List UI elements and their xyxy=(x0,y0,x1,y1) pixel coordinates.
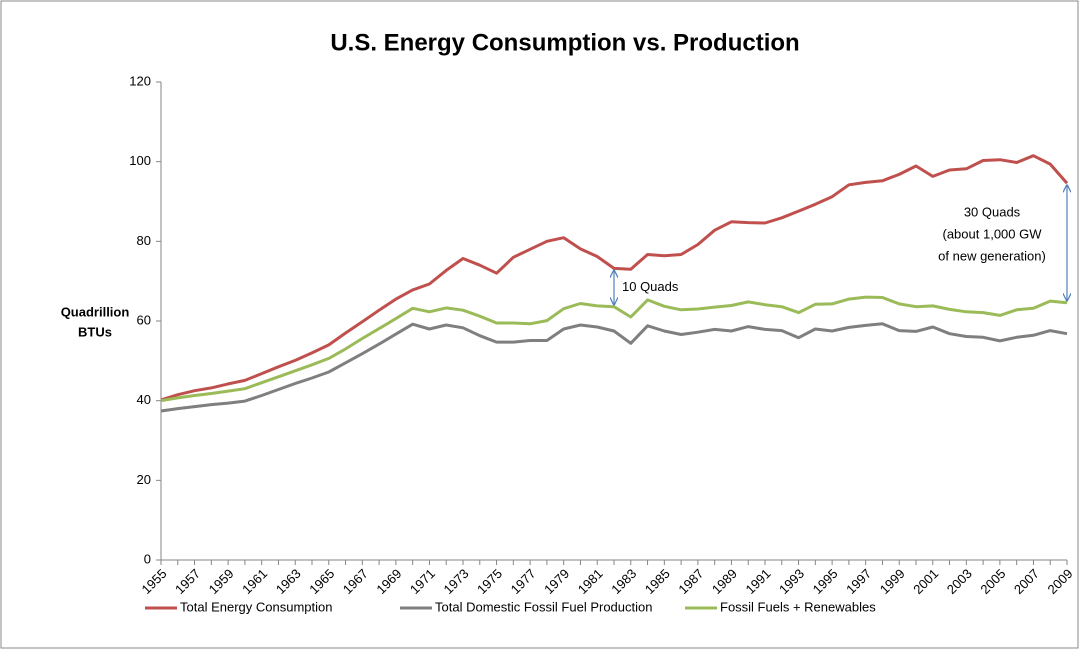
y-tick-label: 40 xyxy=(137,392,151,407)
y-tick-label: 120 xyxy=(129,73,151,88)
legend-label: Total Energy Consumption xyxy=(180,599,332,614)
legend-label: Fossil Fuels + Renewables xyxy=(720,599,876,614)
y-tick-label: 60 xyxy=(137,312,151,327)
legend-label: Total Domestic Fossil Fuel Production xyxy=(435,599,652,614)
y-tick-label: 20 xyxy=(137,472,151,487)
annotation: 10 Quads xyxy=(622,279,679,294)
series-line xyxy=(160,322,1068,413)
y-tick-label: 100 xyxy=(129,153,151,168)
chart-title: U.S. Energy Consumption vs. Production xyxy=(330,29,799,56)
annotation: of new generation) xyxy=(938,248,1046,263)
series-line xyxy=(160,154,1069,402)
y-tick-label: 80 xyxy=(137,233,151,248)
annotation: 30 Quads xyxy=(964,204,1021,219)
chart-frame xyxy=(0,0,1079,649)
annotation: (about 1,000 GW xyxy=(943,226,1043,241)
y-axis-label: BTUs xyxy=(78,324,112,339)
y-tick-label: 0 xyxy=(144,551,151,566)
series-line xyxy=(160,295,1068,403)
y-axis-label: Quadrillion xyxy=(61,304,130,319)
